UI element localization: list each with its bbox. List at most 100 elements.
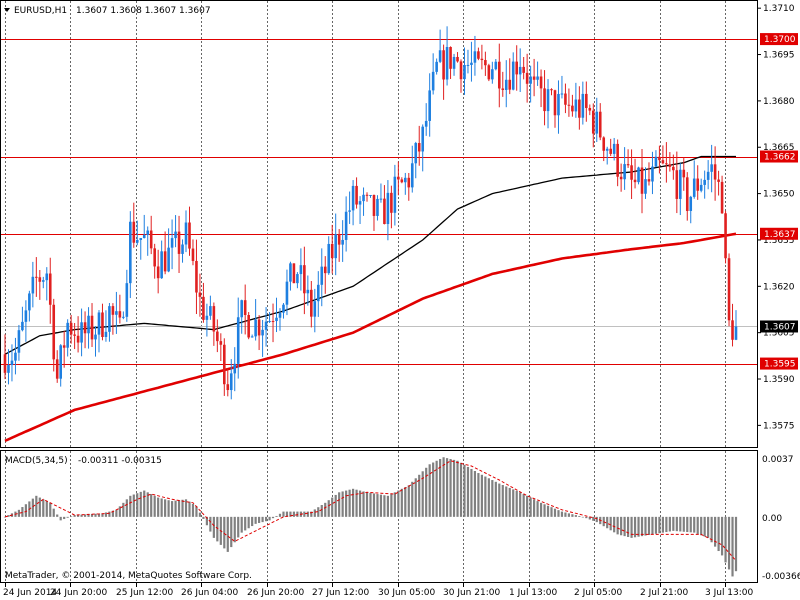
candle-body [257, 319, 261, 336]
candle-body [219, 341, 223, 345]
candle-body [689, 196, 693, 211]
macd-bar [679, 516, 682, 532]
candle-body [637, 167, 640, 183]
collapse-triangle-icon[interactable] [4, 8, 10, 12]
candle-body [477, 51, 480, 59]
candle-body [7, 365, 10, 373]
candle-body [142, 234, 146, 239]
macd-bar [494, 481, 497, 517]
candle-body [209, 306, 212, 316]
candle-body [581, 93, 585, 118]
symbol-label: EURUSD,H1 [14, 6, 67, 16]
macd-bar [191, 503, 195, 517]
macd-bar [129, 495, 132, 517]
candle-body [591, 110, 595, 134]
macd-bar [244, 516, 247, 531]
macd-bar [164, 499, 167, 517]
level-price-text: 1.3595 [764, 360, 796, 370]
chart-header: EURUSD,H1 1.3607 1.3608 1.3607 1.3607 [4, 6, 211, 16]
macd-bar [372, 493, 376, 517]
macd-bar [592, 516, 595, 521]
candle-body [87, 315, 90, 334]
candle-body [605, 148, 609, 151]
macd-bar [536, 501, 539, 517]
candle-body [223, 344, 226, 385]
macd-label: MACD(5,34,5) [5, 456, 68, 466]
macd-bar [7, 515, 10, 517]
macd-bar [689, 516, 692, 533]
macd-bar [17, 509, 21, 517]
time-tick-label: 3 Jul 13:00 [705, 588, 754, 598]
candle-body [410, 163, 414, 188]
macd-bar [205, 516, 208, 526]
candle-body [456, 56, 459, 62]
macd-bar [275, 515, 278, 517]
macd-bar [351, 488, 355, 517]
candle-body [10, 360, 14, 366]
candle-body [104, 331, 108, 337]
macd-bar [526, 495, 529, 517]
macd-bar [254, 516, 257, 524]
candle-body [118, 311, 122, 318]
candle-body [459, 61, 463, 80]
candle-body [261, 329, 264, 336]
macd-bar [157, 497, 160, 517]
candle-body [122, 316, 125, 318]
macd-bar [508, 487, 511, 517]
level-price-text: 1.3637 [764, 230, 796, 240]
candle-body [188, 222, 191, 249]
macd-bar [731, 516, 734, 577]
macd-bar [223, 516, 226, 549]
candle-body [491, 69, 494, 80]
candle-body [108, 306, 111, 332]
candle-body [525, 72, 529, 84]
candle-body [445, 47, 449, 80]
macd-bar [512, 489, 515, 517]
macd-header: MACD(5,34,5) -0.00311 -0.00315 [5, 456, 162, 466]
level-price-text: 1.3662 [764, 153, 796, 163]
candle-body [685, 177, 689, 211]
macd-bar [94, 513, 97, 517]
time-tick-label: 26 Jun 20:00 [247, 588, 304, 598]
macd-bar [338, 492, 341, 517]
candle-body [163, 251, 167, 272]
macd-bar [132, 494, 135, 517]
candle-body [706, 171, 710, 180]
macd-bar [672, 516, 675, 531]
candle-body [598, 111, 602, 138]
candle-body [720, 181, 724, 214]
candle-body [515, 61, 518, 75]
candle-body [41, 280, 45, 282]
candle-body [703, 179, 706, 185]
macd-bar [386, 495, 390, 517]
candle-body [564, 93, 567, 105]
macd-bar [578, 515, 581, 517]
candle-body [633, 179, 637, 183]
macd-bar [327, 500, 330, 517]
candle-body [341, 239, 344, 245]
candle-body [299, 265, 303, 275]
price-tick-label: 1.3575 [763, 421, 795, 431]
candle-body [727, 258, 731, 321]
macd-bar [668, 516, 671, 532]
candle-body [167, 247, 170, 272]
candle-body [45, 273, 49, 281]
macd-bar [665, 516, 668, 533]
candle-body [550, 89, 553, 91]
macd-bar [620, 516, 623, 536]
macd-bar [66, 516, 69, 518]
candle-body [696, 178, 700, 191]
macd-bar [358, 490, 362, 517]
macd-bar [439, 459, 442, 517]
candle-body [372, 194, 376, 216]
candle-body [205, 315, 209, 320]
candle-body [181, 244, 184, 254]
candle-body [316, 284, 320, 302]
candle-body [602, 137, 606, 151]
horizontal-levels[interactable] [1, 39, 757, 365]
candle-body [275, 317, 278, 322]
candle-body [254, 319, 257, 337]
macd-bar [707, 516, 710, 538]
macd-bar [292, 511, 296, 517]
